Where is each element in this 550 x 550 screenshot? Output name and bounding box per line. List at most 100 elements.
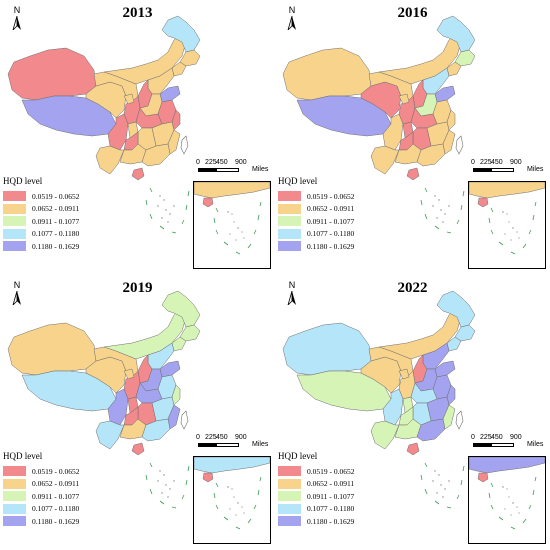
panel-year: 2022	[397, 280, 428, 296]
scale-bar-white	[216, 443, 239, 447]
legend-title: HQD level	[3, 451, 43, 461]
legend-swatch	[3, 466, 26, 477]
province-hainan	[131, 442, 145, 456]
scale-tick-450: 450	[491, 434, 503, 441]
inset-mainland-coast	[194, 457, 270, 474]
legend-item: 0.0652 - 0.0911	[3, 203, 80, 216]
inset-mainland-coast	[469, 182, 545, 199]
inset-map	[469, 457, 545, 530]
legend-swatch	[3, 516, 26, 527]
legend-item: 0.0519 - 0.0652	[3, 465, 80, 478]
legend: HQD level 0.0519 - 0.0652 0.0652 - 0.091…	[278, 176, 355, 253]
legend-swatch	[3, 191, 26, 202]
scale-unit: Miles	[252, 166, 269, 173]
region-taiwan	[180, 410, 189, 430]
map-panel-4: 2022 N 0 225 450 900 Miles HQD level 0.0…	[275, 275, 550, 550]
map-panel-1: 2013 N 0 225 450 900 Miles HQD level 0.0…	[0, 0, 275, 275]
legend-item: 0.0911 - 0.1077	[3, 490, 80, 503]
map-panel-3: 2019 N 0 225 450 900 Miles HQD level 0.0…	[0, 275, 275, 550]
legend-swatch	[3, 228, 26, 239]
province-yunnan	[370, 420, 400, 450]
north-label: N	[13, 5, 21, 15]
north-arrow: N	[10, 281, 24, 305]
legend-label: 0.1077 - 0.1180	[307, 229, 355, 239]
legend-item: 0.1180 - 0.1629	[3, 240, 80, 253]
legend-label: 0.0652 - 0.0911	[32, 479, 80, 489]
legend-item: 0.0519 - 0.0652	[278, 190, 355, 203]
scale-bar: 0 225 450 900 Miles	[471, 434, 550, 454]
legend-label: 0.1077 - 0.1180	[32, 504, 80, 514]
north-arrow-icon	[287, 16, 296, 30]
legend-label: 0.0652 - 0.0911	[307, 204, 355, 214]
province-yunnan	[95, 420, 125, 450]
legend-swatch	[3, 503, 26, 514]
legend: HQD level 0.0519 - 0.0652 0.0652 - 0.091…	[3, 176, 80, 253]
legend-item: 0.0911 - 0.1077	[3, 215, 80, 228]
inset-map	[194, 457, 270, 530]
scale-bar: 0 225 450 900 Miles	[196, 159, 276, 179]
legend-label: 0.0519 - 0.0652	[307, 466, 355, 476]
inset-islands	[502, 486, 520, 516]
inset-dash-line	[213, 201, 262, 255]
inset-islands	[227, 486, 245, 516]
province-heilongjiang	[436, 15, 476, 53]
scale-bar-white	[491, 443, 514, 447]
province-guangdong	[141, 418, 171, 442]
legend-label: 0.0911 - 0.1077	[32, 216, 80, 226]
panel-year: 2013	[122, 5, 153, 21]
scale-tick-900: 900	[510, 434, 522, 441]
north-label: N	[288, 280, 296, 290]
legend-swatch	[278, 191, 301, 202]
north-label: N	[288, 5, 296, 15]
inset-hainan-island	[477, 472, 489, 483]
region-taiwan	[455, 410, 464, 430]
panel-year: 2019	[122, 280, 153, 296]
inset-dash-line	[213, 476, 262, 530]
scale-tick-225: 225	[205, 434, 217, 441]
scale-tick-225: 225	[480, 159, 492, 166]
legend: HQD level 0.0519 - 0.0652 0.0652 - 0.091…	[278, 451, 355, 528]
scale-bar-black	[473, 168, 491, 172]
scale-bar: 0 225 450 900 Miles	[471, 159, 550, 179]
region-taiwan	[180, 135, 189, 155]
legend-label: 0.1180 - 0.1629	[307, 516, 355, 526]
legend-item: 0.0652 - 0.0911	[3, 478, 80, 491]
province-xinjiang	[7, 47, 97, 101]
legend-swatch	[278, 466, 301, 477]
legend-label: 0.1180 - 0.1629	[32, 241, 80, 251]
panel-year: 2016	[397, 5, 428, 21]
legend-item: 0.0911 - 0.1077	[278, 490, 355, 503]
scale-tick-0: 0	[196, 434, 200, 441]
scale-tick-450: 450	[216, 434, 228, 441]
province-ningxia	[398, 368, 410, 380]
legend-item: 0.1180 - 0.1629	[278, 240, 355, 253]
province-xinjiang	[282, 47, 372, 101]
province-gansu	[93, 71, 139, 103]
scale-bar-black	[473, 443, 491, 447]
scale-bar-white	[216, 168, 239, 172]
scale-tick-900: 900	[235, 159, 247, 166]
legend-label: 0.1077 - 0.1180	[32, 229, 80, 239]
scale-tick-0: 0	[196, 159, 200, 166]
legend-swatch	[3, 203, 26, 214]
legend-swatch	[278, 516, 301, 527]
north-label: N	[13, 280, 21, 290]
legend-item: 0.1077 - 0.1180	[3, 503, 80, 516]
province-heilongjiang	[161, 290, 201, 328]
inset-hainan-island	[202, 472, 214, 483]
legend-title: HQD level	[278, 176, 318, 186]
south-china-sea-inset	[468, 456, 546, 544]
inset-dash-line	[488, 201, 537, 255]
legend-item: 0.1077 - 0.1180	[278, 503, 355, 516]
north-arrow-icon	[12, 291, 21, 305]
legend-swatch	[3, 491, 26, 502]
inset-islands	[227, 211, 245, 241]
legend-item: 0.1180 - 0.1629	[278, 515, 355, 528]
south-china-sea-inset	[193, 456, 271, 544]
province-yunnan	[370, 145, 400, 175]
choropleth-map	[7, 15, 201, 234]
legend-swatch	[3, 216, 26, 227]
inset-map	[194, 182, 270, 255]
legend-swatch	[3, 241, 26, 252]
province-yunnan	[95, 145, 125, 175]
